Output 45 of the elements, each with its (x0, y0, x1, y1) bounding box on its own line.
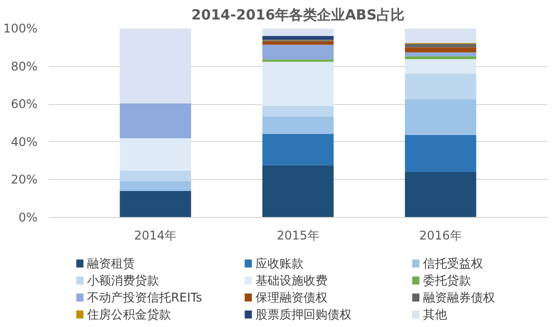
legend-label: 融资融券债权 (422, 290, 495, 304)
x-tick-label: 2014年 (134, 228, 177, 242)
bar (262, 165, 334, 218)
bar (404, 99, 476, 135)
bar (404, 74, 476, 100)
bar (404, 47, 476, 52)
y-tick-label: 20% (10, 172, 38, 187)
legend-label: 应收账款 (255, 256, 304, 270)
bar (120, 138, 192, 171)
bar (120, 28, 192, 104)
bar (120, 103, 192, 138)
y-tick-label: 0% (18, 210, 38, 224)
legend-label: 住房公积金贷款 (86, 308, 172, 322)
y-tick-label: 60% (10, 97, 38, 112)
legend-label: 保理融资债权 (255, 290, 328, 304)
bar (262, 28, 334, 36)
bar (404, 59, 476, 74)
bar (262, 116, 334, 134)
bar (262, 44, 334, 60)
x-tick-label: 2016年 (419, 228, 462, 242)
bar (404, 172, 476, 218)
y-tick-label: 40% (10, 134, 38, 149)
legend-label: 融资租赁 (87, 256, 136, 270)
bar (262, 36, 334, 40)
legend-label: 股票质押回购债权 (255, 308, 352, 322)
bar (262, 62, 334, 106)
legend-label: 信托受益权 (422, 256, 483, 270)
x-tick-label: 2015年 (276, 228, 320, 242)
bar (404, 134, 476, 172)
legend-label: 其他 (422, 308, 447, 322)
bar (262, 134, 334, 166)
legend-label: 委托贷款 (422, 274, 471, 288)
bar (120, 170, 192, 181)
bar (404, 52, 476, 56)
chart-title: 2014-2016年各类企业ABS占比 (191, 8, 405, 24)
bar (262, 41, 334, 45)
y-tick-label: 80% (10, 59, 38, 74)
bar (404, 28, 476, 43)
bar (262, 106, 334, 116)
legend-label: 不动产投资信托REITs (87, 290, 202, 304)
bar (120, 180, 192, 192)
legend-label: 基础设施收费 (255, 274, 328, 288)
bar (120, 191, 192, 218)
y-tick-label: 100% (3, 22, 38, 36)
legend-label: 小额消费贷款 (87, 274, 160, 288)
